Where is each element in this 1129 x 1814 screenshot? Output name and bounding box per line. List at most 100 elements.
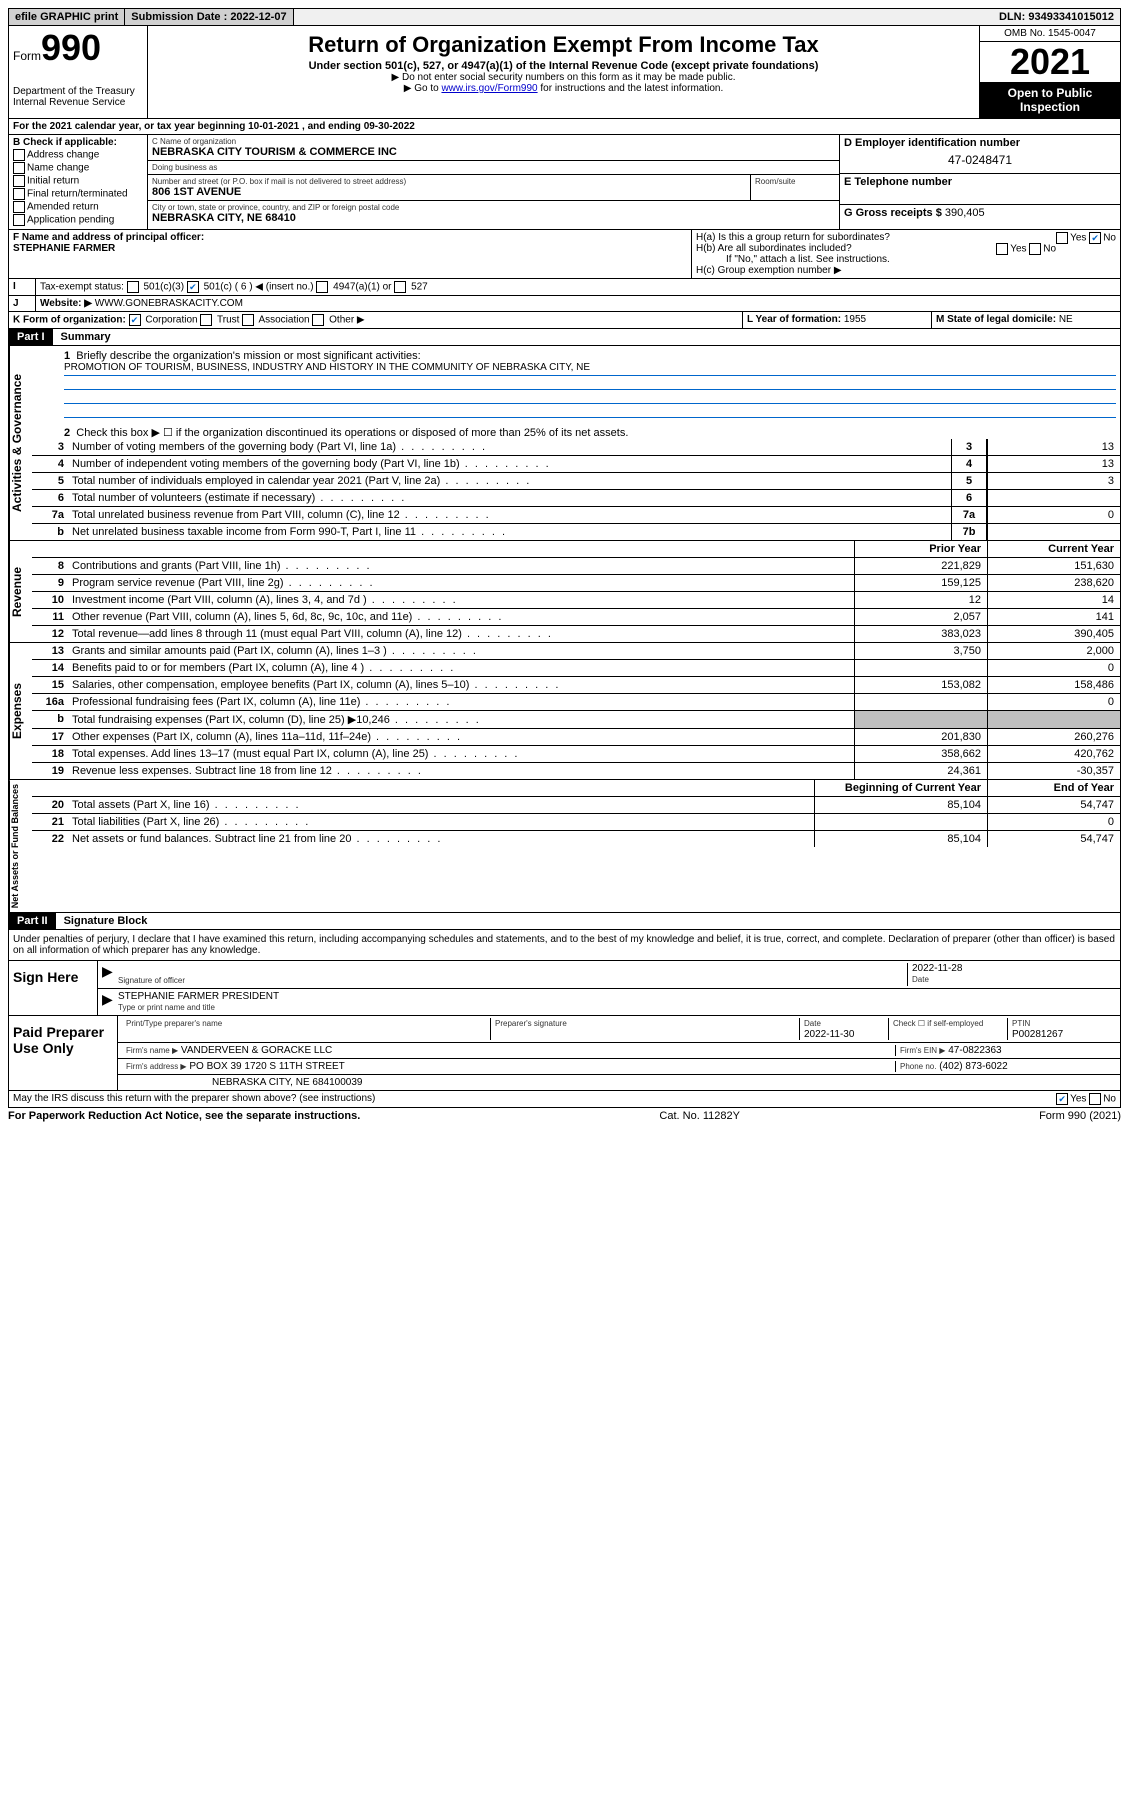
prep-sig-label: Preparer's signature (495, 1019, 567, 1028)
rev-line-8: 8Contributions and grants (Part VIII, li… (32, 558, 1120, 575)
chk-amended[interactable] (13, 201, 25, 213)
part1-title: Summary (53, 329, 119, 345)
discuss-yes[interactable] (1056, 1093, 1068, 1105)
note2-post: for instructions and the latest informat… (538, 83, 724, 94)
chk-final[interactable] (13, 188, 25, 200)
b-label: B Check if applicable: (13, 137, 143, 148)
note2-pre: ▶ Go to (404, 83, 442, 94)
chk-initial[interactable] (13, 175, 25, 187)
org-name: NEBRASKA CITY TOURISM & COMMERCE INC (152, 146, 835, 158)
hb-no-label: No (1043, 244, 1056, 255)
firm-addr1: PO BOX 39 1720 S 11TH STREET (189, 1061, 344, 1072)
line-a: For the 2021 calendar year, or tax year … (8, 119, 1121, 135)
sig-arrow-icon2: ▶ (102, 991, 114, 1013)
paid-preparer: Paid Preparer Use Only (9, 1016, 118, 1090)
netassets-block: Net Assets or Fund Balances Beginning of… (8, 780, 1121, 913)
rev-line-10: 10Investment income (Part VIII, column (… (32, 592, 1120, 609)
year-formation: 1955 (844, 314, 866, 325)
part1-header: Part I Summary (8, 329, 1121, 346)
f-label: F Name and address of principal officer: (13, 232, 687, 243)
note-link: ▶ Go to www.irs.gov/Form990 for instruct… (152, 83, 975, 94)
discuss-no[interactable] (1089, 1093, 1101, 1105)
current-year-hdr: Current Year (987, 541, 1120, 557)
dept-label: Department of the Treasury Internal Reve… (13, 86, 143, 108)
chk-527[interactable] (394, 281, 406, 293)
discuss-no-label: No (1103, 1094, 1116, 1105)
exp-line-17: 17Other expenses (Part IX, column (A), l… (32, 729, 1120, 746)
form-title: Return of Organization Exempt From Incom… (152, 32, 975, 58)
opt-address: Address change (27, 150, 99, 161)
officer-name-label: Type or print name and title (118, 1003, 215, 1012)
form-header: Form 990 Department of the Treasury Inte… (8, 26, 1121, 119)
chk-assoc[interactable] (242, 314, 254, 326)
governance-block: Activities & Governance 1 Briefly descri… (8, 346, 1121, 541)
prep-date-label: Date (804, 1019, 821, 1028)
declaration-text: Under penalties of perjury, I declare th… (9, 930, 1120, 961)
h-b: H(b) Are all subordinates included? (696, 243, 852, 254)
opt-other: Other ▶ (329, 315, 364, 326)
chk-other[interactable] (312, 314, 324, 326)
ptin-label: PTIN (1012, 1019, 1030, 1028)
chk-name[interactable] (13, 162, 25, 174)
signature-block: Under penalties of perjury, I declare th… (8, 930, 1121, 1091)
sign-here: Sign Here (9, 961, 98, 1015)
chk-501c[interactable] (187, 281, 199, 293)
city: NEBRASKA CITY, NE 68410 (152, 212, 835, 224)
rev-line-12: 12Total revenue—add lines 8 through 11 (… (32, 626, 1120, 642)
chk-4947[interactable] (316, 281, 328, 293)
chk-trust[interactable] (200, 314, 212, 326)
officer-printed-name: STEPHANIE FARMER PRESIDENT (118, 991, 279, 1002)
sig-date: 2022-11-28 (912, 963, 962, 974)
hb-no[interactable] (1029, 243, 1041, 255)
l-label: L Year of formation: (747, 314, 841, 325)
i-label: Tax-exempt status: (40, 282, 124, 293)
net-header: Beginning of Current Year End of Year (32, 780, 1120, 797)
footer-center: Cat. No. 11282Y (659, 1110, 740, 1122)
chk-address[interactable] (13, 149, 25, 161)
chk-corp[interactable] (129, 314, 141, 326)
omb-number: OMB No. 1545-0047 (980, 26, 1120, 42)
form-subtitle: Under section 501(c), 527, or 4947(a)(1)… (152, 60, 975, 72)
rev-header: Prior Year Current Year (32, 541, 1120, 558)
section-de: D Employer identification number 47-0248… (839, 135, 1120, 229)
e-label: E Telephone number (844, 176, 1116, 188)
mission-text: PROMOTION OF TOURISM, BUSINESS, INDUSTRY… (64, 362, 1116, 376)
exp-line-19: 19Revenue less expenses. Subtract line 1… (32, 763, 1120, 779)
form-990-num: 990 (41, 30, 101, 66)
officer-name: STEPHANIE FARMER (13, 243, 687, 254)
527-label: 527 (411, 282, 428, 293)
discuss-row: May the IRS discuss this return with the… (8, 1091, 1121, 1108)
4947-label: 4947(a)(1) or (333, 282, 391, 293)
open-inspection: Open to Public Inspection (980, 82, 1120, 118)
rev-line-11: 11Other revenue (Part VIII, column (A), … (32, 609, 1120, 626)
gov-line-7b: bNet unrelated business taxable income f… (32, 524, 1120, 540)
firm-addr2: NEBRASKA CITY, NE 684100039 (122, 1077, 1116, 1088)
irs-link[interactable]: www.irs.gov/Form990 (441, 83, 537, 94)
top-bar: efile GRAPHIC print Submission Date : 20… (8, 8, 1121, 26)
h-b-note: If "No," attach a list. See instructions… (696, 254, 1116, 265)
dln: DLN: 93493341015012 (993, 9, 1120, 25)
exp-line-13: 13Grants and similar amounts paid (Part … (32, 643, 1120, 660)
ha-yes[interactable] (1056, 232, 1068, 244)
revenue-block: Revenue Prior Year Current Year 8Contrib… (8, 541, 1121, 643)
part2-title: Signature Block (56, 913, 156, 929)
form-prefix: Form (13, 49, 41, 63)
part2-header: Part II Signature Block (8, 913, 1121, 930)
exp-line-18: 18Total expenses. Add lines 13–17 (must … (32, 746, 1120, 763)
discuss-label: May the IRS discuss this return with the… (13, 1093, 375, 1104)
efile-btn[interactable]: efile GRAPHIC print (9, 9, 125, 25)
m-label: M State of legal domicile: (936, 314, 1056, 325)
hb-yes-label: Yes (1010, 244, 1026, 255)
g-label: G Gross receipts $ (844, 207, 942, 219)
ha-yes-label: Yes (1070, 233, 1086, 244)
chk-pending[interactable] (13, 214, 25, 226)
hb-yes[interactable] (996, 243, 1008, 255)
exp-line-b: bTotal fundraising expenses (Part IX, co… (32, 711, 1120, 729)
gov-line-7a: 7aTotal unrelated business revenue from … (32, 507, 1120, 524)
ein: 47-0248471 (844, 149, 1116, 171)
h-a: H(a) Is this a group return for subordin… (696, 232, 890, 243)
expenses-block: Expenses 13Grants and similar amounts pa… (8, 643, 1121, 780)
ha-no[interactable] (1089, 232, 1101, 244)
exp-label: Expenses (9, 643, 32, 779)
chk-501c3[interactable] (127, 281, 139, 293)
